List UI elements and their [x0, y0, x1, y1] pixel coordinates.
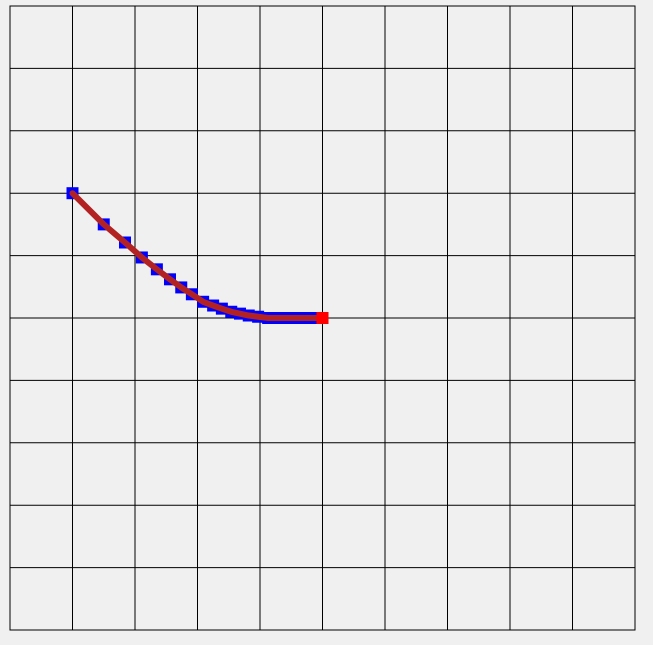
- grid-lines: [10, 6, 635, 630]
- target-marker: [316, 312, 329, 324]
- path-line: [69, 190, 320, 321]
